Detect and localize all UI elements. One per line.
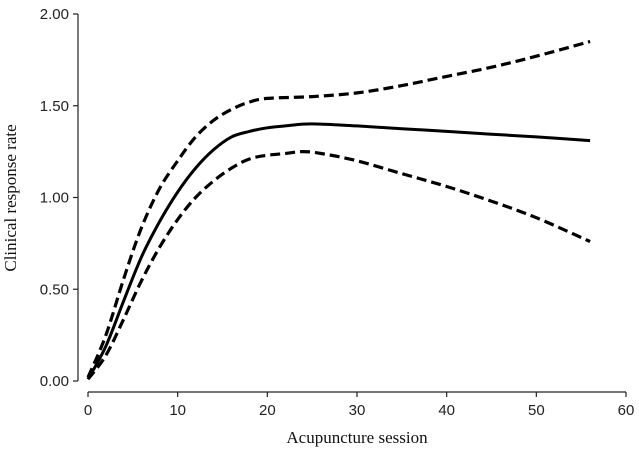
x-tick-label: 30 [349, 402, 366, 419]
x-tick-label: 0 [84, 402, 92, 419]
x-tick-label: 20 [259, 402, 276, 419]
x-tick-label: 40 [438, 402, 455, 419]
plot-area [86, 39, 591, 381]
axes: 0.00 0.50 1.00 1.50 2.00 0 10 20 30 40 50 60 [40, 6, 635, 419]
y-tick-label: 2.00 [40, 6, 69, 23]
y-tick-label: 1.50 [40, 98, 69, 115]
y-tick-label: 0.50 [40, 281, 69, 298]
x-axis-title: Acupuncture session [286, 428, 428, 447]
x-tick-label: 60 [618, 402, 635, 419]
y-tick-label: 1.00 [40, 190, 69, 207]
x-tick-label: 10 [169, 402, 186, 419]
y-tick-label: 0.00 [40, 373, 69, 390]
series-line-lower-ci [86, 150, 591, 381]
x-tick-label: 50 [528, 402, 545, 419]
series-line-estimate [86, 122, 591, 380]
series-line-upper-ci [86, 39, 591, 378]
y-axis-title: Clinical response rate [1, 124, 20, 271]
